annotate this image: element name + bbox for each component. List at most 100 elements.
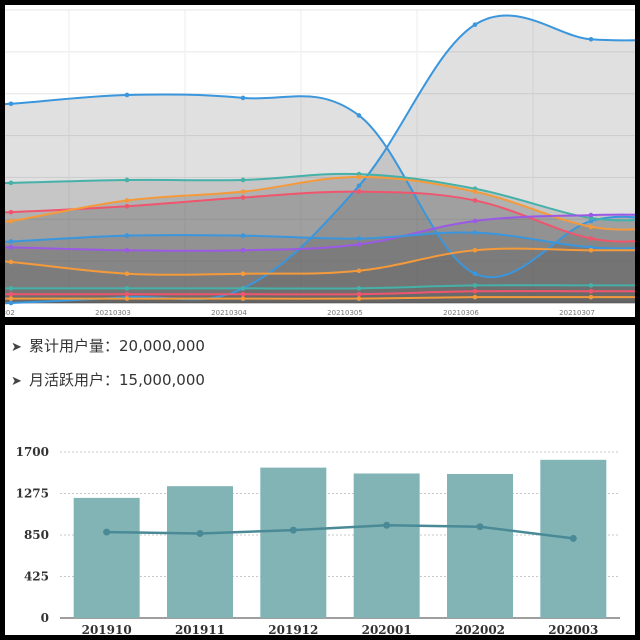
bottom-chart-bars <box>73 459 607 618</box>
x-tick-label: 20210306 <box>443 309 479 317</box>
data-point <box>124 291 130 297</box>
data-point <box>8 101 14 107</box>
data-point <box>472 22 478 27</box>
line-series-1 <box>5 14 635 305</box>
x-tick-label: 201911 <box>175 623 225 635</box>
data-point <box>240 233 246 238</box>
data-point <box>472 247 478 253</box>
bottom-chart-x-ticks: 201910 201911 201912 202001 202002 202003 <box>82 623 599 635</box>
bar-202001 <box>353 473 420 618</box>
top-chart-x-labels: 20210302 20210303 20210304 20210305 20210306… <box>5 309 595 317</box>
top-chart-lines <box>5 14 635 305</box>
data-point <box>240 177 246 183</box>
data-point <box>472 230 478 235</box>
arrow-bullet-icon: ➤ <box>11 374 22 389</box>
user-stats: ➤ 累计用户量：20,000,000 ➤ 月活跃用户：15,000,000 <box>5 325 635 415</box>
data-point <box>588 236 594 241</box>
x-tick-label: 202002 <box>455 623 505 635</box>
line-series-7 <box>5 247 635 276</box>
trend-line <box>106 523 574 540</box>
data-point <box>240 247 246 253</box>
area-series-1 <box>5 15 635 304</box>
x-tick-label: 20210305 <box>327 309 363 317</box>
data-point <box>588 37 594 42</box>
data-point <box>8 209 14 215</box>
data-point <box>240 271 246 277</box>
data-point <box>356 286 362 291</box>
monthly-active-label: 月活跃用户： <box>29 371 120 389</box>
data-point <box>356 183 362 189</box>
line-series-9 <box>5 290 635 296</box>
data-point <box>356 174 362 180</box>
data-point <box>588 294 594 300</box>
line-series-10 <box>5 296 635 300</box>
cumulative-users-stat: ➤ 累计用户量：20,000,000 <box>11 335 205 356</box>
data-point <box>240 291 246 297</box>
data-point <box>356 236 362 241</box>
data-point <box>124 92 130 98</box>
data-point <box>8 291 14 297</box>
data-point <box>472 271 478 277</box>
y-tick-label: 850 <box>24 528 49 542</box>
data-point <box>588 224 594 230</box>
monthly-active-stat: ➤ 月活跃用户：15,000,000 <box>11 369 205 390</box>
data-point <box>240 195 246 200</box>
top-chart-points <box>8 22 594 306</box>
cumulative-users-value: 20,000,000 <box>119 337 205 355</box>
data-point <box>472 294 478 300</box>
data-point <box>240 95 246 101</box>
x-tick-label: 20210303 <box>95 309 131 317</box>
data-point <box>356 296 362 301</box>
top-chart-areas <box>5 15 635 304</box>
data-point <box>240 296 246 301</box>
data-point <box>124 271 130 277</box>
line-point-201911 <box>196 530 204 538</box>
line-point-202003 <box>569 534 577 542</box>
data-point <box>240 286 246 291</box>
bar-202002 <box>447 473 513 618</box>
data-point <box>124 204 130 209</box>
area-series-5 <box>5 214 635 303</box>
line-point-202002 <box>476 523 484 531</box>
line-series-4 <box>5 176 635 231</box>
data-point <box>588 247 594 253</box>
data-point <box>124 286 130 291</box>
bottom-chart-y-ticks: 0 425 850 1275 1700 <box>16 445 49 625</box>
bottom-chart-line <box>103 521 577 542</box>
x-tick-label: 20210304 <box>211 309 247 317</box>
bar-201911 <box>167 486 233 618</box>
data-point <box>8 296 14 301</box>
data-point <box>472 198 478 203</box>
data-point <box>8 180 14 186</box>
bottom-chart-grid <box>60 451 620 619</box>
stacked-area-chart: 20210302 20210303 20210304 20210305 20210306… <box>5 5 635 317</box>
data-point <box>240 189 246 194</box>
data-point <box>472 189 478 194</box>
data-point <box>124 247 130 253</box>
bar-201912 <box>260 467 327 618</box>
data-point <box>588 212 594 218</box>
line-series-2 <box>5 172 635 222</box>
line-series-5 <box>5 213 635 252</box>
area-series-7 <box>5 248 635 303</box>
data-point <box>588 288 594 294</box>
data-point <box>588 283 594 288</box>
line-series-0 <box>5 93 635 279</box>
section-divider <box>5 317 635 325</box>
x-tick-label: 20210302 <box>5 309 15 317</box>
line-series-6 <box>5 231 635 250</box>
data-point <box>472 288 478 294</box>
data-point <box>124 198 130 203</box>
line-series-8 <box>5 284 635 290</box>
data-point <box>8 259 14 265</box>
y-tick-label: 1700 <box>16 445 49 459</box>
area-series-10 <box>5 297 635 303</box>
data-point <box>124 296 130 301</box>
line-series-3 <box>5 190 635 243</box>
area-series-9 <box>5 291 635 303</box>
x-tick-label: 202003 <box>548 623 598 635</box>
data-point <box>356 242 362 247</box>
data-point <box>472 283 478 288</box>
data-point <box>356 189 362 194</box>
area-series-4 <box>5 177 635 303</box>
